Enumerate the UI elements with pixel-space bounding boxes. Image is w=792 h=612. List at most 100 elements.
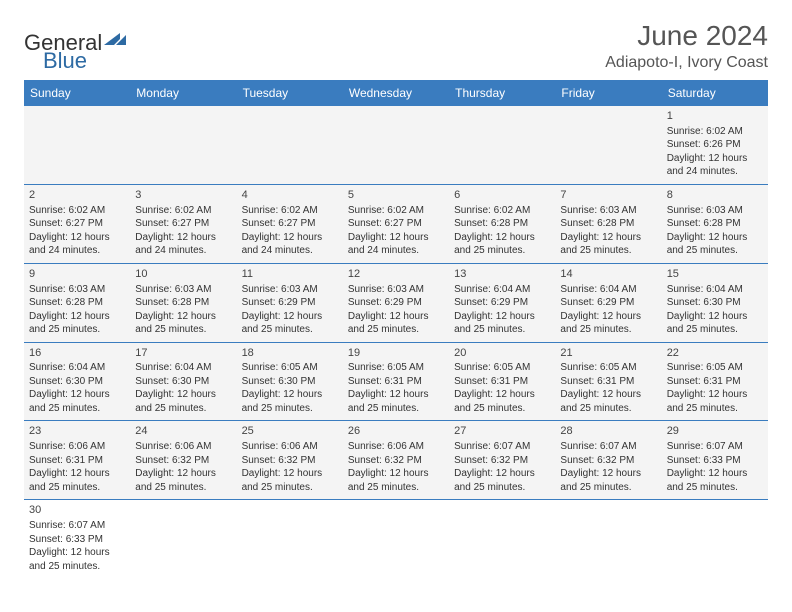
daylight1-text: Daylight: 12 hours	[29, 546, 125, 560]
calendar-cell: 11Sunrise: 6:03 AMSunset: 6:29 PMDayligh…	[237, 263, 343, 342]
calendar-cell	[662, 500, 768, 578]
daylight2-text: and 25 minutes.	[242, 481, 338, 495]
daylight1-text: Daylight: 12 hours	[29, 467, 125, 481]
sunrise-text: Sunrise: 6:03 AM	[29, 283, 125, 297]
daylight1-text: Daylight: 12 hours	[667, 467, 763, 481]
day-number: 14	[560, 267, 656, 282]
sunset-text: Sunset: 6:32 PM	[454, 454, 550, 468]
calendar-cell: 18Sunrise: 6:05 AMSunset: 6:30 PMDayligh…	[237, 342, 343, 421]
sunset-text: Sunset: 6:31 PM	[454, 375, 550, 389]
day-number: 26	[348, 424, 444, 439]
daylight1-text: Daylight: 12 hours	[560, 467, 656, 481]
sunset-text: Sunset: 6:27 PM	[348, 217, 444, 231]
sunset-text: Sunset: 6:28 PM	[454, 217, 550, 231]
calendar-cell: 20Sunrise: 6:05 AMSunset: 6:31 PMDayligh…	[449, 342, 555, 421]
calendar-cell	[449, 106, 555, 184]
flag-icon	[104, 31, 126, 52]
daylight1-text: Daylight: 12 hours	[135, 310, 231, 324]
day-number: 13	[454, 267, 550, 282]
daylight2-text: and 25 minutes.	[135, 323, 231, 337]
week-row: 30Sunrise: 6:07 AMSunset: 6:33 PMDayligh…	[24, 500, 768, 578]
day-header-row: Sunday Monday Tuesday Wednesday Thursday…	[24, 80, 768, 106]
calendar-cell	[555, 500, 661, 578]
daylight1-text: Daylight: 12 hours	[348, 231, 444, 245]
daylight2-text: and 25 minutes.	[348, 481, 444, 495]
sunrise-text: Sunrise: 6:03 AM	[135, 283, 231, 297]
month-title: June 2024	[605, 20, 768, 52]
calendar-cell: 27Sunrise: 6:07 AMSunset: 6:32 PMDayligh…	[449, 421, 555, 500]
sunset-text: Sunset: 6:30 PM	[242, 375, 338, 389]
sunrise-text: Sunrise: 6:02 AM	[135, 204, 231, 218]
sunrise-text: Sunrise: 6:04 AM	[560, 283, 656, 297]
calendar-cell: 3Sunrise: 6:02 AMSunset: 6:27 PMDaylight…	[130, 184, 236, 263]
calendar-cell: 15Sunrise: 6:04 AMSunset: 6:30 PMDayligh…	[662, 263, 768, 342]
daylight1-text: Daylight: 12 hours	[135, 467, 231, 481]
day-number: 22	[667, 346, 763, 361]
sunset-text: Sunset: 6:26 PM	[667, 138, 763, 152]
calendar-cell: 21Sunrise: 6:05 AMSunset: 6:31 PMDayligh…	[555, 342, 661, 421]
sunset-text: Sunset: 6:31 PM	[667, 375, 763, 389]
calendar-cell: 9Sunrise: 6:03 AMSunset: 6:28 PMDaylight…	[24, 263, 130, 342]
sunset-text: Sunset: 6:27 PM	[29, 217, 125, 231]
daylight2-text: and 24 minutes.	[348, 244, 444, 258]
calendar-cell: 4Sunrise: 6:02 AMSunset: 6:27 PMDaylight…	[237, 184, 343, 263]
calendar-cell: 29Sunrise: 6:07 AMSunset: 6:33 PMDayligh…	[662, 421, 768, 500]
calendar-cell	[24, 106, 130, 184]
daylight1-text: Daylight: 12 hours	[348, 310, 444, 324]
calendar-cell	[343, 500, 449, 578]
day-number: 30	[29, 503, 125, 518]
day-number: 25	[242, 424, 338, 439]
sunset-text: Sunset: 6:30 PM	[135, 375, 231, 389]
sunset-text: Sunset: 6:32 PM	[135, 454, 231, 468]
daylight1-text: Daylight: 12 hours	[454, 310, 550, 324]
daylight2-text: and 25 minutes.	[348, 402, 444, 416]
daylight1-text: Daylight: 12 hours	[242, 310, 338, 324]
week-row: 2Sunrise: 6:02 AMSunset: 6:27 PMDaylight…	[24, 184, 768, 263]
calendar-cell: 13Sunrise: 6:04 AMSunset: 6:29 PMDayligh…	[449, 263, 555, 342]
calendar-cell	[237, 500, 343, 578]
day-number: 27	[454, 424, 550, 439]
daylight1-text: Daylight: 12 hours	[348, 467, 444, 481]
daylight1-text: Daylight: 12 hours	[29, 388, 125, 402]
daylight2-text: and 25 minutes.	[667, 323, 763, 337]
daylight2-text: and 25 minutes.	[135, 481, 231, 495]
calendar-cell: 2Sunrise: 6:02 AMSunset: 6:27 PMDaylight…	[24, 184, 130, 263]
day-number: 10	[135, 267, 231, 282]
calendar-cell: 30Sunrise: 6:07 AMSunset: 6:33 PMDayligh…	[24, 500, 130, 578]
daylight2-text: and 24 minutes.	[667, 165, 763, 179]
sunset-text: Sunset: 6:31 PM	[29, 454, 125, 468]
day-number: 15	[667, 267, 763, 282]
sunrise-text: Sunrise: 6:02 AM	[667, 125, 763, 139]
daylight2-text: and 25 minutes.	[454, 244, 550, 258]
sunrise-text: Sunrise: 6:07 AM	[560, 440, 656, 454]
sunset-text: Sunset: 6:31 PM	[560, 375, 656, 389]
day-number: 23	[29, 424, 125, 439]
daylight2-text: and 24 minutes.	[29, 244, 125, 258]
sunrise-text: Sunrise: 6:06 AM	[135, 440, 231, 454]
day-number: 1	[667, 109, 763, 124]
daylight2-text: and 25 minutes.	[560, 402, 656, 416]
daylight1-text: Daylight: 12 hours	[667, 152, 763, 166]
daylight2-text: and 25 minutes.	[29, 560, 125, 574]
daylight1-text: Daylight: 12 hours	[560, 231, 656, 245]
calendar-cell: 6Sunrise: 6:02 AMSunset: 6:28 PMDaylight…	[449, 184, 555, 263]
calendar-cell: 22Sunrise: 6:05 AMSunset: 6:31 PMDayligh…	[662, 342, 768, 421]
day-number: 16	[29, 346, 125, 361]
day-number: 5	[348, 188, 444, 203]
day-number: 17	[135, 346, 231, 361]
daylight1-text: Daylight: 12 hours	[667, 231, 763, 245]
sunrise-text: Sunrise: 6:06 AM	[29, 440, 125, 454]
day-number: 4	[242, 188, 338, 203]
daylight1-text: Daylight: 12 hours	[242, 231, 338, 245]
sunset-text: Sunset: 6:28 PM	[560, 217, 656, 231]
sunrise-text: Sunrise: 6:04 AM	[135, 361, 231, 375]
day-number: 19	[348, 346, 444, 361]
daylight2-text: and 25 minutes.	[348, 323, 444, 337]
sunrise-text: Sunrise: 6:02 AM	[348, 204, 444, 218]
daylight1-text: Daylight: 12 hours	[560, 388, 656, 402]
daylight1-text: Daylight: 12 hours	[135, 231, 231, 245]
calendar-cell: 1Sunrise: 6:02 AMSunset: 6:26 PMDaylight…	[662, 106, 768, 184]
daylight1-text: Daylight: 12 hours	[454, 467, 550, 481]
day-number: 3	[135, 188, 231, 203]
daylight1-text: Daylight: 12 hours	[454, 231, 550, 245]
